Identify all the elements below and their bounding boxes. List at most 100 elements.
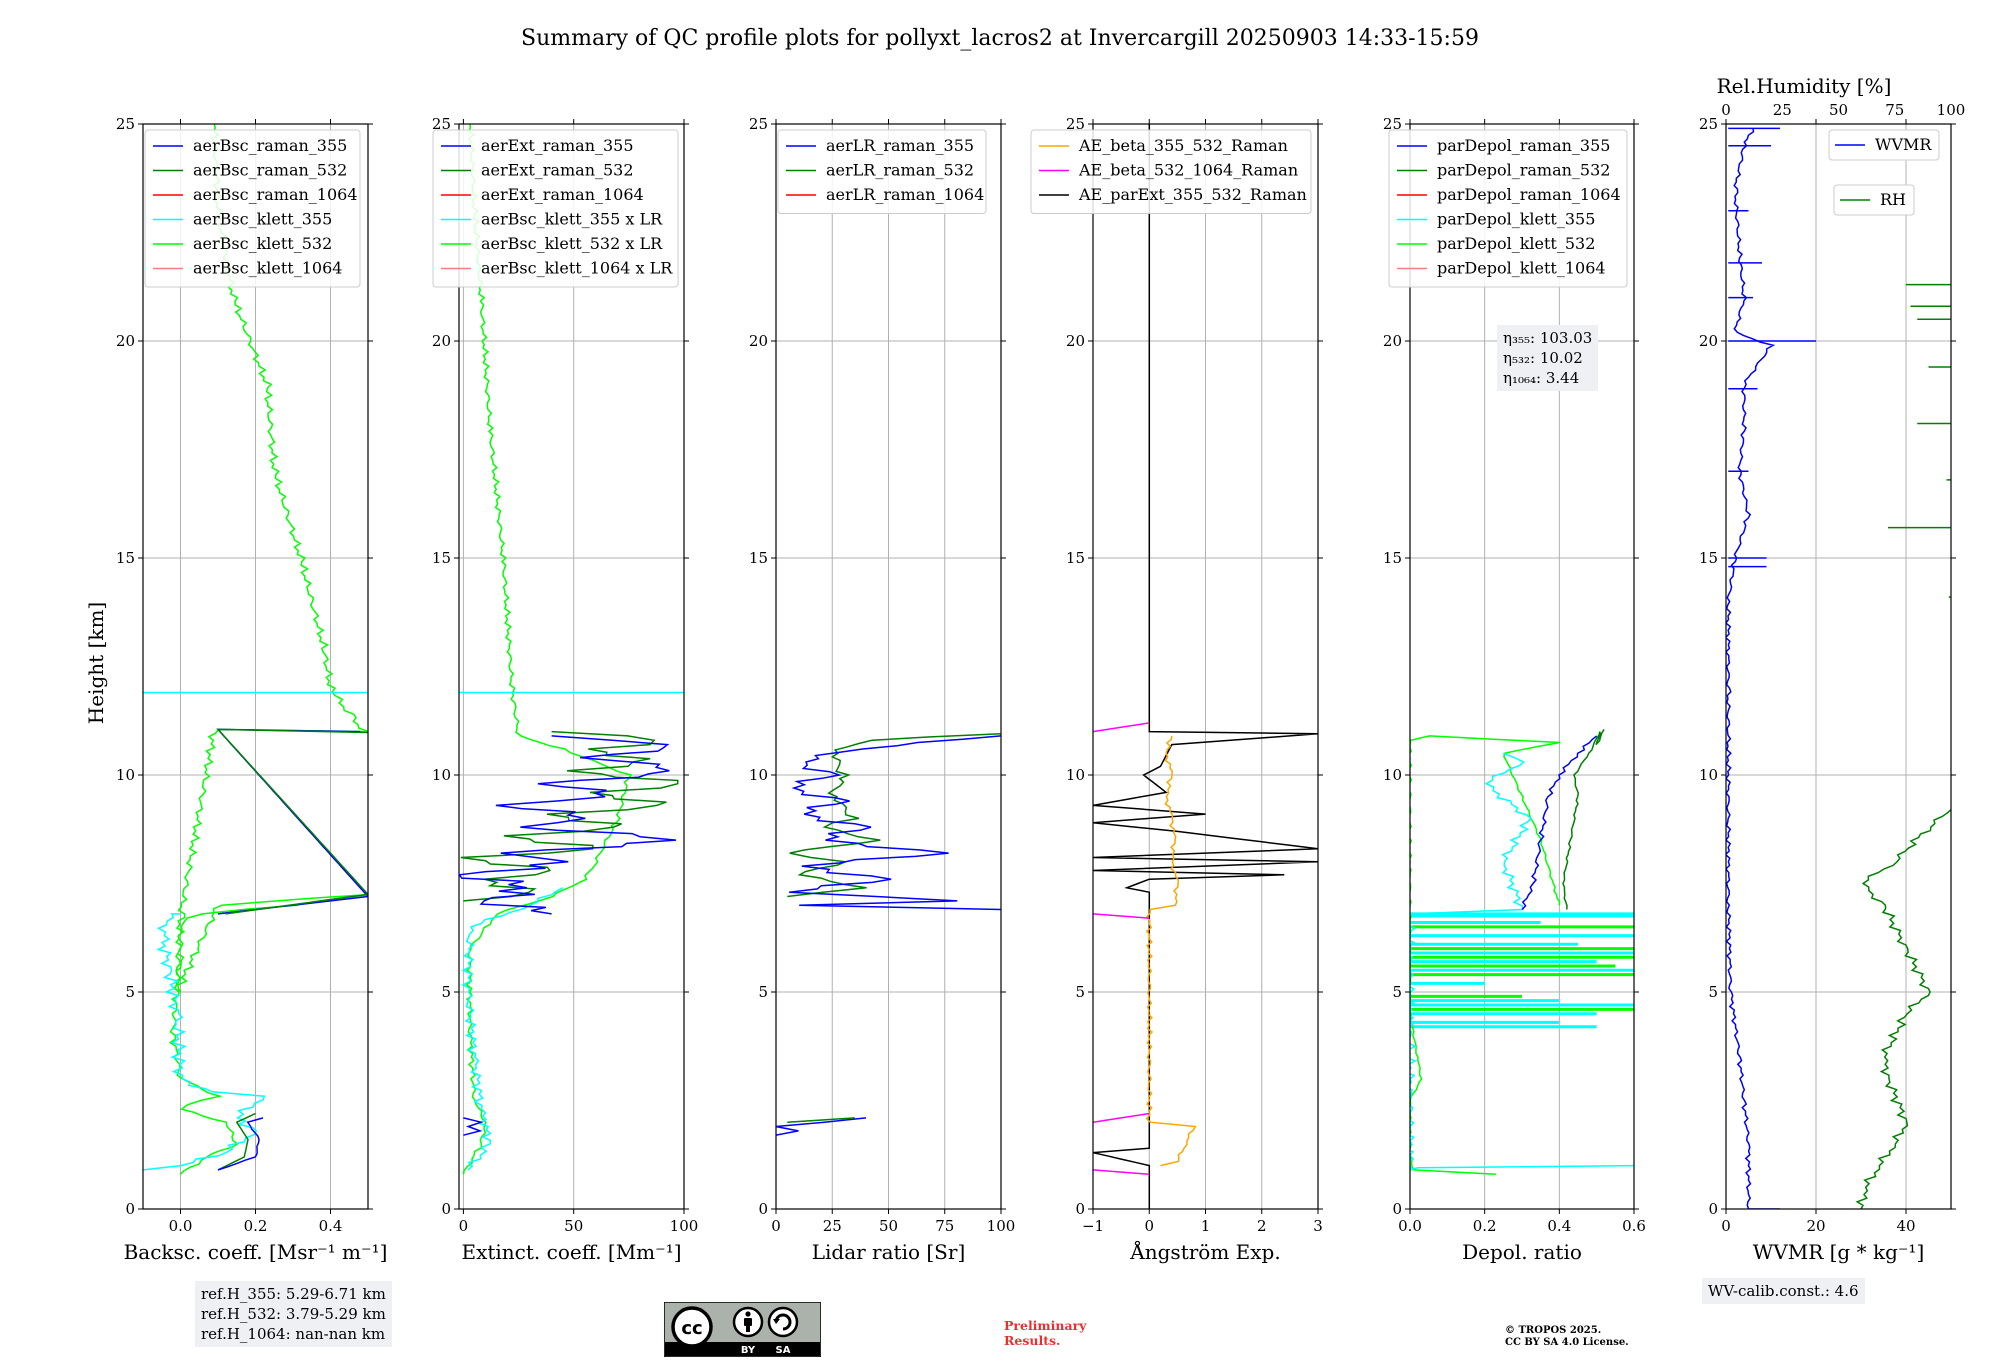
y-tick-label: 10 bbox=[1699, 766, 1718, 784]
y-tick-label: 25 bbox=[432, 115, 451, 133]
x-tick-label: 0.0 bbox=[169, 1217, 193, 1235]
series-parDepol-klett-355 bbox=[1410, 752, 1634, 1171]
y-tick-label: 5 bbox=[1708, 983, 1718, 1001]
y-tick-label: 25 bbox=[749, 115, 768, 133]
x-tick-label: 75 bbox=[935, 1217, 954, 1235]
series-aerExt-raman-532 bbox=[460, 730, 679, 902]
legend-label: aerBsc_klett_532 bbox=[193, 234, 332, 253]
legend-label: parDepol_klett_1064 bbox=[1437, 259, 1606, 278]
legend-box bbox=[1833, 184, 1915, 216]
legend-box bbox=[1828, 129, 1940, 161]
x-tick-label: 1 bbox=[1201, 1217, 1211, 1235]
series-aerLR-raman-355 bbox=[789, 735, 1001, 911]
x-axis-label-wvmr: WVMR [g * kg⁻¹] bbox=[1753, 1240, 1925, 1264]
preliminary-line-1: Preliminary bbox=[1004, 1318, 1087, 1333]
x-tick-label: 0.0 bbox=[1398, 1217, 1422, 1235]
y-tick-label: 10 bbox=[1383, 766, 1402, 784]
y-tick-label: 15 bbox=[749, 549, 768, 567]
panel-backscatter: 0 5 10 15 20 25 0.0 0.2 0.4 Backsc. coeff. [Msr⁻¹… bbox=[116, 115, 387, 1264]
y-tick-label: 25 bbox=[1066, 115, 1085, 133]
data-extinction bbox=[459, 124, 684, 1175]
y-tick-label: 5 bbox=[758, 983, 768, 1001]
legend-label: WVMR bbox=[1875, 135, 1932, 154]
series-AE-beta-532-1064-low2 bbox=[1093, 1169, 1150, 1176]
legend-label: aerBsc_klett_1064 bbox=[193, 259, 342, 278]
data-depol bbox=[1410, 729, 1634, 1176]
ref-h-355: ref.H_355: 5.29-6.71 km bbox=[201, 1285, 386, 1303]
y-tick-label: 25 bbox=[1699, 115, 1718, 133]
legend-box bbox=[432, 129, 679, 288]
legend-label: parDepol_klett_355 bbox=[1437, 210, 1595, 229]
legend-label: parDepol_raman_1064 bbox=[1437, 185, 1621, 204]
series-aerLR-raman-low bbox=[776, 1117, 867, 1136]
series-RH bbox=[1855, 809, 1951, 1209]
legend-label: aerBsc_raman_1064 bbox=[193, 185, 358, 204]
series-AE-beta-532-1064-low bbox=[1093, 1112, 1150, 1123]
wv-calib-box: WV-calib.const.: 4.6 bbox=[1702, 1278, 1865, 1304]
x-axis-label-lidar-ratio: Lidar ratio [Sr] bbox=[812, 1240, 966, 1264]
x-tick-label: 25 bbox=[823, 1217, 842, 1235]
series-aerExt-raman-355-main bbox=[459, 735, 677, 915]
x-tick-label: 100 bbox=[670, 1217, 699, 1235]
series-aerBsc-klett-355-x-LR bbox=[461, 887, 564, 1171]
legend-label: AE_parExt_355_532_Raman bbox=[1078, 185, 1307, 204]
series-AE-beta-532-1064-mid bbox=[1093, 913, 1150, 919]
x-tick-label: 0 bbox=[771, 1217, 781, 1235]
y-tick-label: 15 bbox=[1383, 549, 1402, 567]
series-parDepol-raman-355 bbox=[1521, 735, 1598, 911]
y-tick-label: 0 bbox=[441, 1200, 451, 1218]
y-tick-label: 10 bbox=[749, 766, 768, 784]
rh-tick-label: 75 bbox=[1885, 101, 1904, 119]
x-tick-label: 2 bbox=[1257, 1217, 1267, 1235]
rh-tick-label: 100 bbox=[1937, 101, 1966, 119]
copyright-line-1: © TROPOS 2025. bbox=[1505, 1325, 1602, 1336]
series-aerExt-raman-355 bbox=[463, 1117, 484, 1136]
x-tick-label: 0.2 bbox=[1473, 1217, 1497, 1235]
legend-label: parDepol_raman_532 bbox=[1437, 161, 1610, 180]
panel-lidar-ratio: 0 5 10 15 20 25 0 25 50 75 100 Lidar ratio [Sr] aerL… bbox=[749, 115, 1015, 1264]
panel-depol: 0 5 10 15 20 25 0.0 0.2 0.4 0.6 Depol. ratio parDep… bbox=[1383, 115, 1646, 1264]
y-tick-label: 0 bbox=[1392, 1200, 1402, 1218]
y-tick-label: 20 bbox=[432, 332, 451, 350]
y-tick-label: 0 bbox=[1708, 1200, 1718, 1218]
legend-label: aerLR_raman_355 bbox=[826, 136, 974, 155]
y-tick-label: 15 bbox=[116, 549, 135, 567]
legend-label: parDepol_klett_532 bbox=[1437, 234, 1595, 253]
series-aerBsc-raman-532-top bbox=[216, 728, 368, 915]
y-tick-label: 15 bbox=[1066, 549, 1085, 567]
y-tick-label: 25 bbox=[1383, 115, 1402, 133]
sa-share-icon bbox=[773, 1313, 792, 1331]
copyright-note: © TROPOS 2025. CC BY SA 4.0 License. bbox=[1505, 1325, 1629, 1349]
y-tick-label: 15 bbox=[432, 549, 451, 567]
legend-label: aerBsc_klett_1064 x LR bbox=[481, 259, 673, 278]
series-AE-beta-355-532-Raman bbox=[1145, 735, 1197, 1167]
y-tick-label: 0 bbox=[758, 1200, 768, 1218]
ref-h-532: ref.H_532: 3.79-5.29 km bbox=[201, 1305, 386, 1323]
series-AE-beta-532-1064-Raman bbox=[1093, 722, 1150, 733]
x-tick-label: 100 bbox=[987, 1217, 1016, 1235]
axes-frame bbox=[1409, 123, 1635, 1210]
legend-label: parDepol_raman_355 bbox=[1437, 136, 1610, 155]
x-tick-label: 20 bbox=[1806, 1217, 1825, 1235]
series-WVMR bbox=[1726, 128, 1780, 1209]
ref-h-1064: ref.H_1064: nan-nan km bbox=[201, 1325, 386, 1343]
legend-box bbox=[777, 129, 987, 214]
legend-box bbox=[1030, 129, 1312, 214]
y-tick-label: 10 bbox=[116, 766, 135, 784]
legend-box bbox=[144, 129, 361, 288]
series-aerBsc-raman-355-top bbox=[216, 728, 368, 915]
legend-label: aerBsc_klett_355 bbox=[193, 210, 332, 229]
legend-label: aerBsc_klett_532 x LR bbox=[481, 234, 663, 253]
legend-label: aerExt_raman_355 bbox=[481, 136, 634, 155]
series-aerBsc-raman-532 bbox=[217, 1112, 256, 1171]
y-tick-label: 20 bbox=[116, 332, 135, 350]
x-axis-label-angstrom: Ångström Exp. bbox=[1129, 1239, 1280, 1264]
rh-tick-label: 25 bbox=[1773, 101, 1792, 119]
x-tick-label: 0.4 bbox=[319, 1217, 343, 1235]
ref-height-box: ref.H_355: 5.29-6.71 km ref.H_532: 3.79-… bbox=[195, 1281, 392, 1347]
cc-logo-text: cc bbox=[681, 1318, 702, 1339]
y-tick-label: 20 bbox=[1066, 332, 1085, 350]
y-tick-label: 0 bbox=[125, 1200, 135, 1218]
